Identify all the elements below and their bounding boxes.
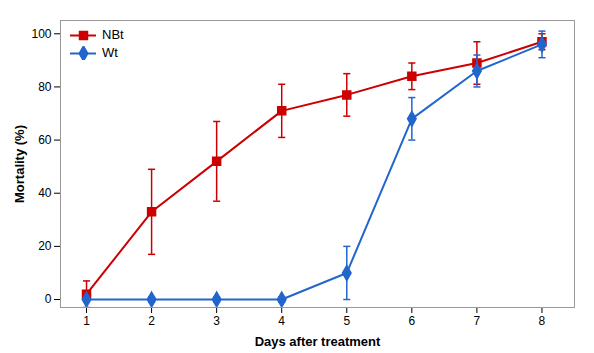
- svg-text:8: 8: [539, 314, 546, 328]
- svg-text:2: 2: [148, 314, 155, 328]
- svg-text:80: 80: [38, 80, 52, 94]
- svg-text:60: 60: [38, 133, 52, 147]
- html-text:Wt: Wt: [102, 45, 118, 60]
- svg-text:Days after treatment: Days after treatment: [255, 334, 381, 349]
- svg-text:1: 1: [83, 314, 90, 328]
- svg-text:3: 3: [213, 314, 220, 328]
- svg-text:Mortality (%): Mortality (%): [12, 125, 27, 203]
- svg-text:100: 100: [31, 27, 51, 41]
- svg-text:5: 5: [343, 314, 350, 328]
- svg-text:7: 7: [474, 314, 481, 328]
- svg-text:4: 4: [278, 314, 285, 328]
- svg-text:20: 20: [38, 239, 52, 253]
- svg-text:40: 40: [38, 186, 52, 200]
- html-text:NBt: NBt: [102, 27, 124, 42]
- svg-text:0: 0: [45, 292, 52, 306]
- svg-text:6: 6: [408, 314, 415, 328]
